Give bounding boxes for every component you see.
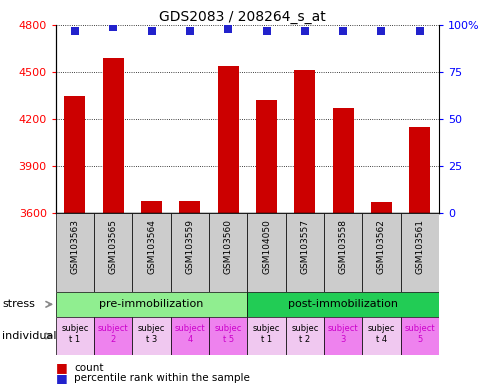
FancyBboxPatch shape: [94, 317, 132, 355]
Text: GSM104050: GSM104050: [261, 219, 271, 274]
Point: [338, 28, 346, 34]
Text: subject
3: subject 3: [327, 324, 358, 344]
Text: subject
2: subject 2: [98, 324, 128, 344]
Bar: [332, 108, 353, 213]
FancyBboxPatch shape: [209, 213, 247, 292]
Text: subjec
t 1: subjec t 1: [252, 324, 280, 344]
Bar: [256, 100, 276, 213]
Point: [415, 28, 423, 34]
Bar: [103, 58, 123, 213]
Text: count: count: [74, 363, 104, 373]
Text: subjec
t 3: subjec t 3: [137, 324, 165, 344]
FancyBboxPatch shape: [209, 317, 247, 355]
Text: subject
5: subject 5: [404, 324, 434, 344]
Text: subjec
t 5: subjec t 5: [214, 324, 242, 344]
Text: ■: ■: [56, 361, 67, 374]
Text: GSM103562: GSM103562: [376, 219, 385, 274]
Text: GSM103558: GSM103558: [338, 219, 347, 275]
FancyBboxPatch shape: [132, 317, 170, 355]
Text: GSM103561: GSM103561: [414, 219, 424, 275]
FancyBboxPatch shape: [285, 317, 323, 355]
Text: subjec
t 2: subjec t 2: [290, 324, 318, 344]
FancyBboxPatch shape: [170, 317, 209, 355]
FancyBboxPatch shape: [247, 292, 438, 317]
Text: GSM103560: GSM103560: [223, 219, 232, 275]
FancyBboxPatch shape: [400, 317, 438, 355]
Point: [71, 28, 78, 34]
Text: stress: stress: [2, 299, 35, 310]
Text: subject
4: subject 4: [174, 324, 205, 344]
FancyBboxPatch shape: [285, 213, 323, 292]
Text: subjec
t 1: subjec t 1: [61, 324, 89, 344]
FancyBboxPatch shape: [56, 317, 94, 355]
Text: percentile rank within the sample: percentile rank within the sample: [74, 373, 250, 383]
Text: ■: ■: [56, 372, 67, 384]
Point: [224, 26, 231, 32]
Bar: [294, 70, 315, 213]
Bar: [217, 66, 238, 213]
FancyBboxPatch shape: [132, 213, 170, 292]
Point: [300, 28, 308, 34]
FancyBboxPatch shape: [56, 292, 247, 317]
Text: individual: individual: [2, 331, 57, 341]
Point: [262, 28, 270, 34]
Text: GSM103557: GSM103557: [300, 219, 309, 275]
Text: subjec
t 4: subjec t 4: [367, 324, 394, 344]
Bar: [408, 127, 429, 213]
Text: GSM103563: GSM103563: [70, 219, 79, 275]
Text: pre-immobilization: pre-immobilization: [99, 299, 203, 310]
Point: [377, 28, 384, 34]
FancyBboxPatch shape: [400, 213, 438, 292]
FancyBboxPatch shape: [247, 213, 285, 292]
Bar: [64, 96, 85, 213]
Text: post-immobilization: post-immobilization: [287, 299, 397, 310]
Text: GDS2083 / 208264_s_at: GDS2083 / 208264_s_at: [159, 10, 325, 24]
FancyBboxPatch shape: [170, 213, 209, 292]
Bar: [141, 200, 162, 213]
FancyBboxPatch shape: [323, 317, 362, 355]
Bar: [370, 202, 391, 213]
FancyBboxPatch shape: [362, 317, 400, 355]
FancyBboxPatch shape: [94, 213, 132, 292]
FancyBboxPatch shape: [362, 213, 400, 292]
Point: [109, 24, 117, 30]
Bar: [179, 201, 200, 213]
Text: GSM103559: GSM103559: [185, 219, 194, 275]
Point: [185, 28, 193, 34]
FancyBboxPatch shape: [247, 317, 285, 355]
Text: GSM103564: GSM103564: [147, 219, 156, 274]
Point: [147, 28, 155, 34]
Text: GSM103565: GSM103565: [108, 219, 118, 275]
FancyBboxPatch shape: [323, 213, 362, 292]
FancyBboxPatch shape: [56, 213, 94, 292]
